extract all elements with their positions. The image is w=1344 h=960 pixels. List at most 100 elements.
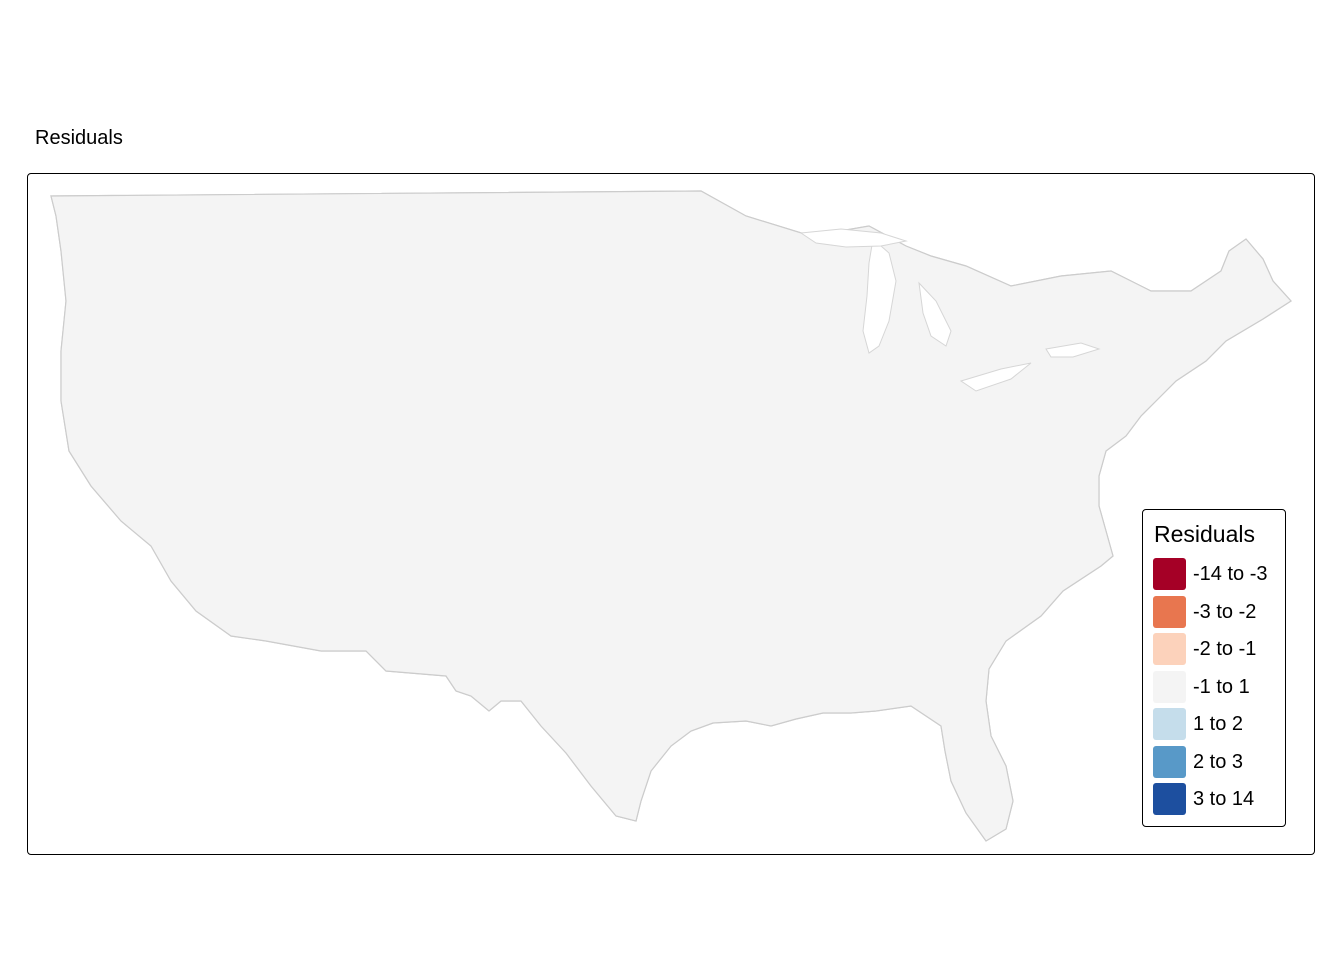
county-cell	[1105, 800, 1120, 814]
county-cell	[1263, 367, 1278, 384]
county-cell	[1056, 771, 1072, 784]
county-cell	[51, 555, 83, 591]
county-cell	[848, 712, 867, 730]
county-cell	[1121, 713, 1141, 727]
county-cell	[231, 831, 274, 841]
county-cell	[834, 755, 854, 770]
county-cell	[431, 742, 464, 764]
county-cell	[1169, 496, 1187, 510]
county-cell	[378, 837, 401, 841]
county-cell	[1025, 727, 1044, 740]
county-cell	[832, 799, 849, 815]
county-cell	[753, 815, 769, 828]
county-cell	[1265, 454, 1282, 468]
county-cell	[705, 742, 721, 756]
county-cell	[912, 191, 932, 193]
county-cell	[671, 827, 687, 840]
county-cell	[943, 224, 960, 240]
county-cell	[896, 828, 914, 841]
county-cell	[817, 827, 840, 841]
county-cell	[1026, 743, 1046, 760]
county-cell	[1039, 757, 1057, 776]
county-cell	[231, 660, 279, 701]
county-cell	[1104, 786, 1119, 799]
county-cell	[847, 815, 863, 832]
county-cell	[533, 812, 568, 841]
county-cell	[1136, 191, 1151, 194]
county-cell	[51, 762, 84, 798]
county-cell	[1073, 685, 1089, 701]
county-cell	[1089, 196, 1112, 210]
county-cell	[799, 784, 815, 800]
county-cell	[379, 719, 409, 741]
county-cell	[1024, 627, 1039, 645]
county-cell	[1249, 827, 1265, 841]
county-cell	[301, 670, 334, 697]
county-cell	[77, 523, 121, 565]
county-cell	[786, 784, 805, 800]
county-cell	[753, 727, 773, 743]
county-cell	[1041, 727, 1062, 744]
county-cell	[1296, 512, 1309, 524]
county-cell	[1247, 483, 1265, 498]
county-cell	[430, 718, 457, 742]
county-cell	[865, 210, 880, 228]
county-cell	[1233, 191, 1255, 198]
county-cell	[1265, 395, 1285, 409]
county-cell	[881, 726, 901, 744]
county-cell	[536, 766, 569, 788]
county-cell	[1170, 196, 1189, 212]
county-cell	[1298, 453, 1315, 468]
county-cell	[784, 210, 800, 226]
county-cell	[1280, 339, 1291, 358]
county-cell	[800, 757, 817, 770]
county-cell	[155, 625, 204, 665]
county-cell	[51, 590, 89, 620]
county-cell	[1007, 251, 1023, 270]
county-cell	[689, 756, 707, 772]
county-cell	[326, 672, 349, 700]
county-cell	[751, 769, 773, 787]
county-cell	[816, 842, 833, 855]
county-cell	[1073, 713, 1090, 726]
county-cell	[1280, 425, 1291, 441]
county-cell	[1200, 380, 1218, 395]
legend-item: -14 to -3	[1153, 558, 1279, 592]
county-cell	[51, 488, 82, 521]
county-cell	[1216, 440, 1234, 459]
county-cell	[1055, 699, 1072, 717]
county-cell	[1041, 827, 1059, 841]
county-cell	[1104, 657, 1120, 672]
county-cell	[1151, 224, 1169, 238]
county-cell	[1121, 239, 1138, 256]
county-cell	[1265, 252, 1281, 269]
county-cell	[849, 799, 866, 816]
county-cell	[1121, 191, 1139, 193]
county-cell	[1215, 829, 1235, 841]
county-cell	[833, 209, 848, 223]
county-cell	[1297, 195, 1315, 207]
county-cell	[561, 828, 583, 841]
county-cell	[832, 728, 853, 746]
county-cell	[1088, 683, 1108, 697]
county-cell	[1087, 224, 1104, 240]
county-cell	[1008, 208, 1027, 223]
county-cell	[1168, 842, 1188, 855]
county-cell	[864, 770, 884, 783]
county-cell	[1282, 210, 1291, 225]
county-cell	[689, 771, 704, 790]
county-cell	[1281, 380, 1291, 397]
county-cell	[1199, 191, 1221, 194]
legend-item: -2 to -1	[1153, 633, 1279, 667]
county-cell	[1168, 440, 1187, 453]
county-cell	[1168, 265, 1184, 284]
county-cell	[1056, 813, 1078, 829]
county-cell	[1138, 843, 1153, 855]
county-cell	[719, 827, 734, 841]
county-cell	[913, 784, 934, 801]
county-cell	[1296, 770, 1313, 783]
county-cell	[928, 757, 945, 771]
county-cell	[833, 743, 848, 758]
county-cell	[1296, 382, 1315, 397]
county-cell	[1024, 208, 1040, 226]
